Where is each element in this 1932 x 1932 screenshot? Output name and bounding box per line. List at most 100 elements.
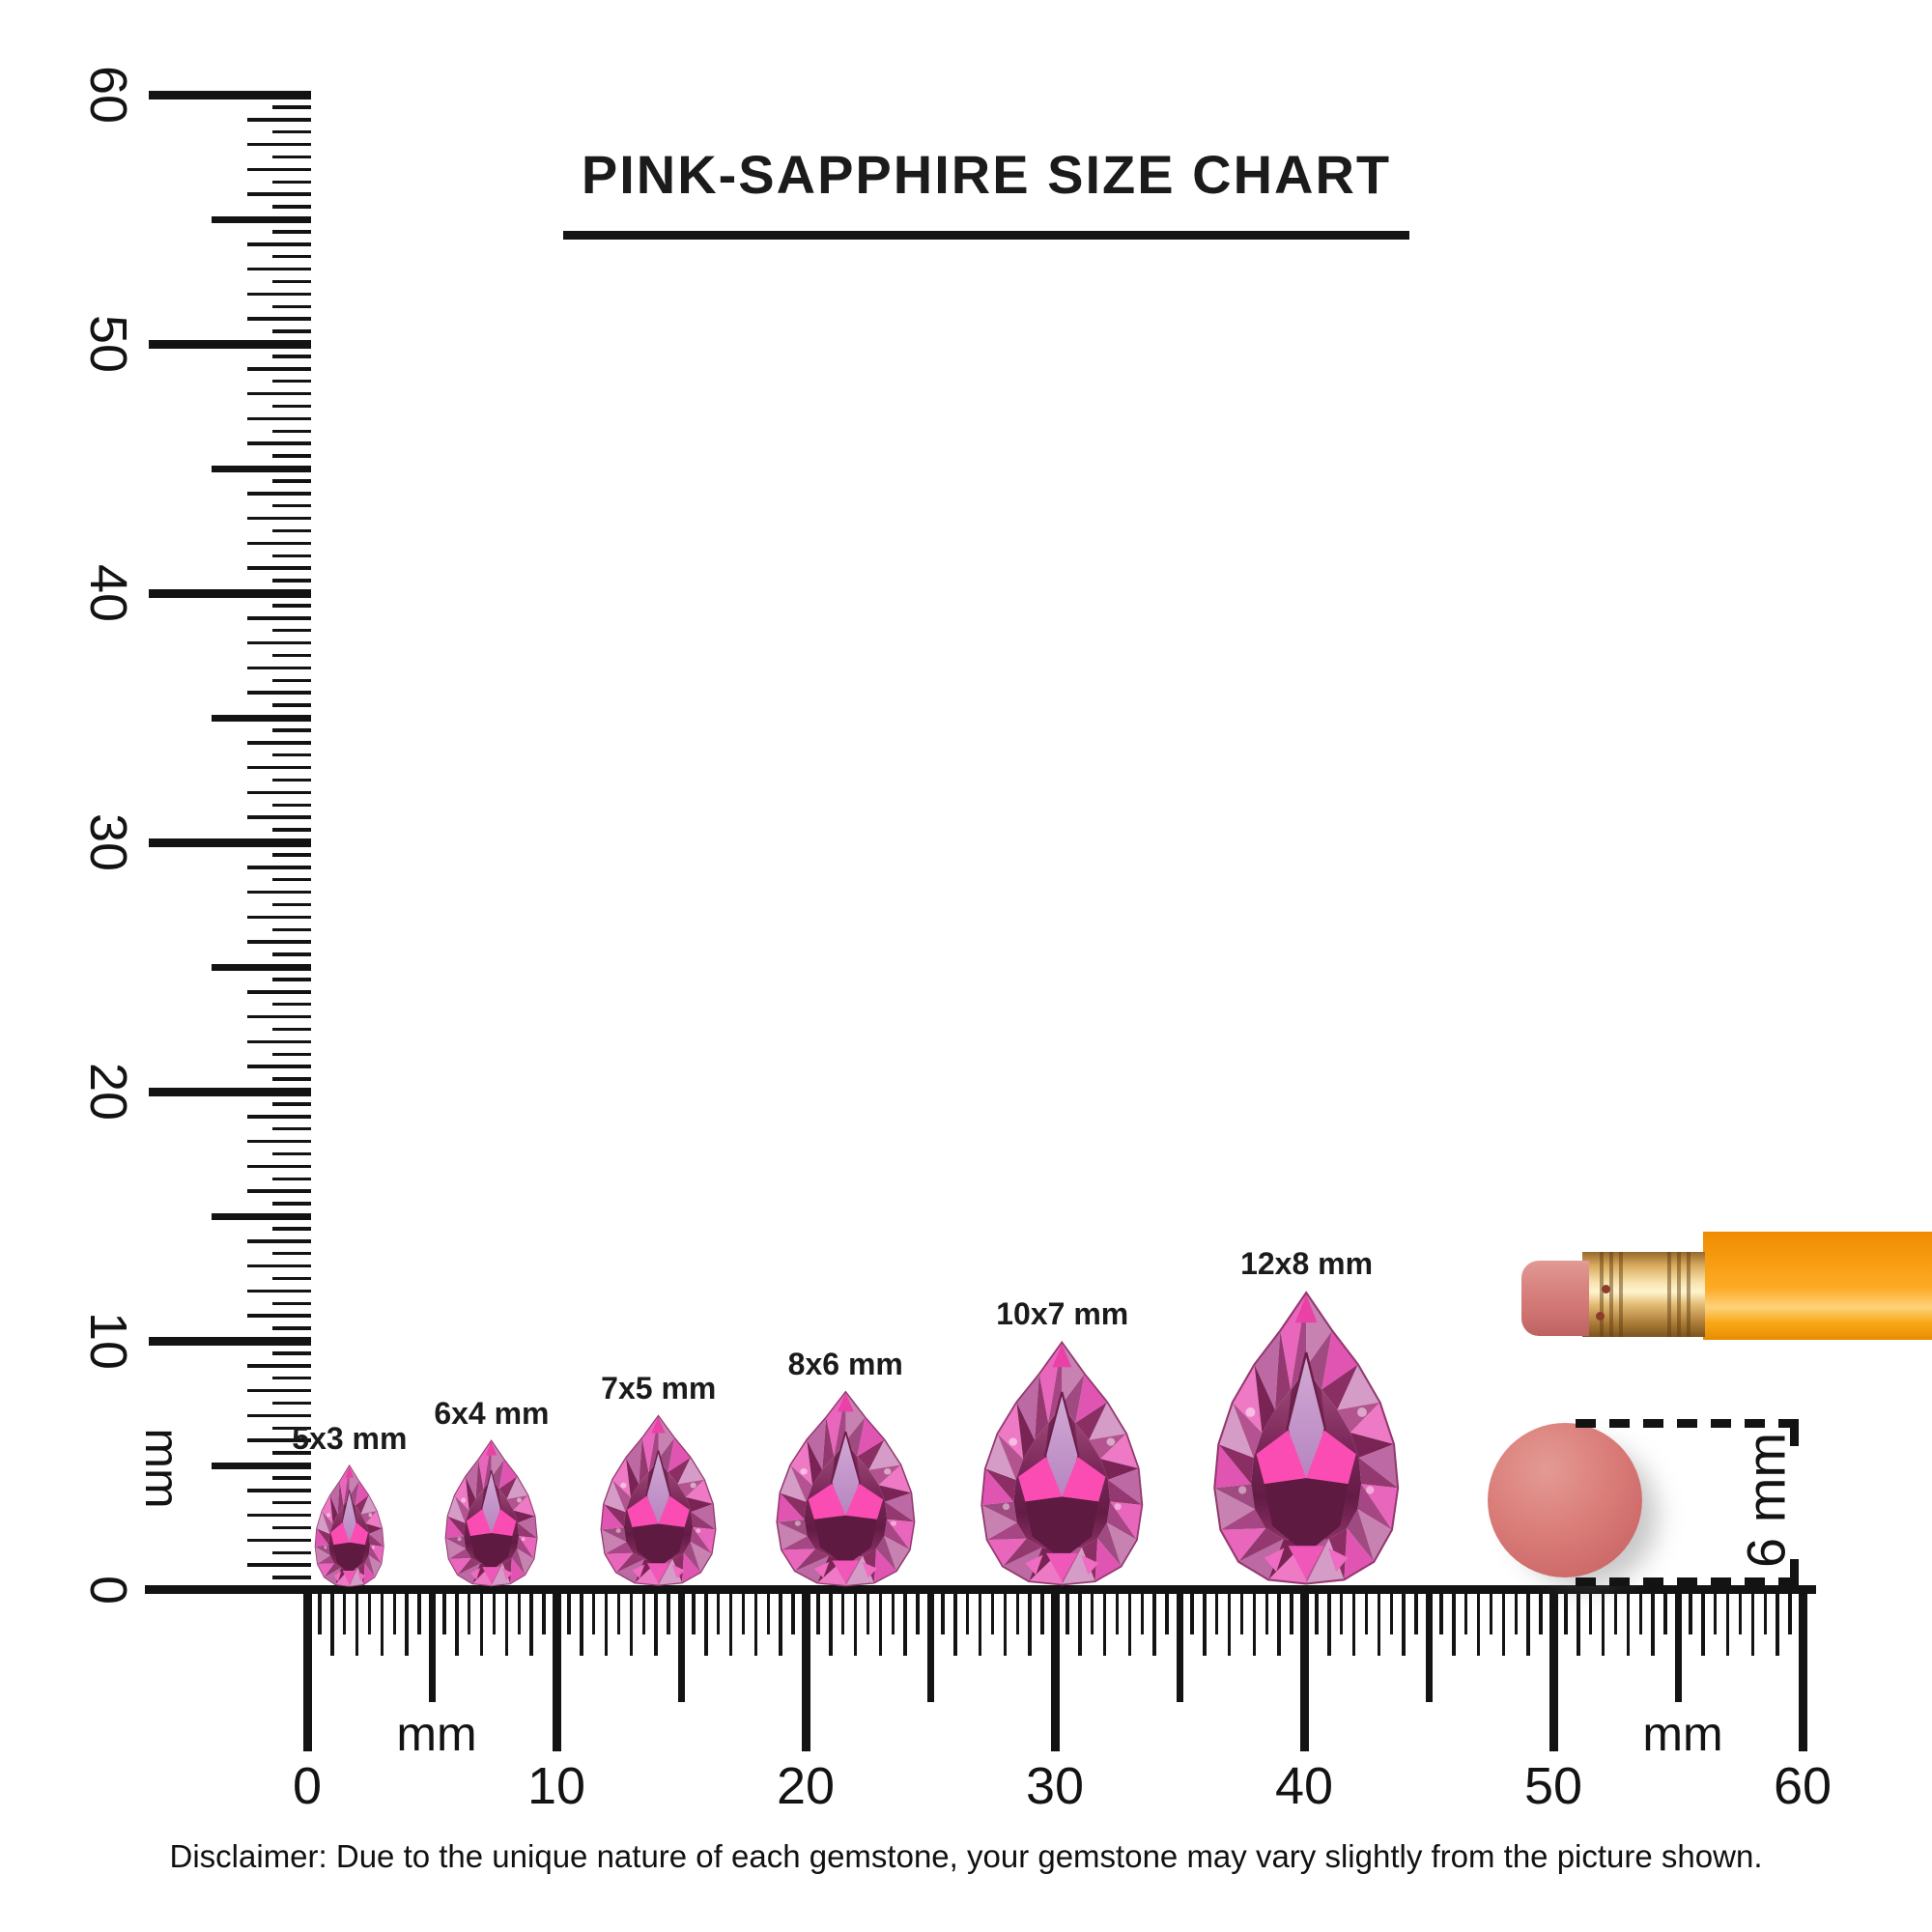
- h-ruler-label: 50: [1523, 1757, 1583, 1815]
- v-ruler-label: 20: [79, 1062, 137, 1122]
- v-ruler-tick: [272, 454, 311, 458]
- v-ruler-tick: [272, 853, 311, 857]
- h-ruler-label: 40: [1274, 1757, 1334, 1815]
- h-ruler-tick: [753, 1590, 758, 1656]
- h-ruler-tick: [1190, 1590, 1194, 1634]
- v-ruler-tick: [247, 192, 311, 196]
- v-ruler-tick: [272, 1451, 311, 1455]
- h-ruler-tick: [1264, 1590, 1269, 1634]
- v-ruler-tick: [272, 1102, 311, 1106]
- v-ruler-tick: [247, 267, 311, 271]
- h-ruler-tick: [1439, 1590, 1443, 1634]
- v-ruler-tick: [272, 1351, 311, 1355]
- v-ruler-tick: [272, 1202, 311, 1206]
- v-ruler-tick: [247, 566, 311, 570]
- v-ruler-tick: [272, 1177, 311, 1181]
- v-ruler-tick: [272, 778, 311, 782]
- v-ruler-tick: [272, 653, 311, 658]
- v-ruler-tick: [272, 429, 311, 434]
- h-ruler-tick: [1351, 1590, 1356, 1656]
- h-ruler-tick: [1414, 1590, 1418, 1634]
- v-ruler-tick: [247, 242, 311, 246]
- v-ruler-tick: [272, 355, 311, 358]
- h-ruler-tick: [654, 1590, 658, 1656]
- h-ruler-tick: [829, 1590, 833, 1656]
- v-ruler-tick: [272, 528, 311, 533]
- v-ruler-tick: [247, 167, 311, 172]
- v-ruler-tick: [149, 1336, 311, 1346]
- h-ruler-tick: [1214, 1590, 1219, 1634]
- pencil-body: [1703, 1232, 1932, 1340]
- h-ruler-tick: [492, 1590, 497, 1634]
- v-ruler-tick: [247, 640, 311, 645]
- v-ruler-tick: [272, 753, 311, 757]
- h-ruler-tick: [1165, 1590, 1169, 1634]
- v-ruler-tick: [272, 1227, 311, 1231]
- v-ruler-tick: [272, 728, 311, 732]
- h-ruler-tick: [990, 1590, 995, 1634]
- v-ruler-tick: [247, 118, 311, 122]
- v-ruler-tick: [272, 703, 311, 707]
- h-ruler-tick: [641, 1590, 646, 1634]
- h-ruler-tick: [1452, 1590, 1456, 1656]
- dimension-line-bottom: [1565, 1577, 1799, 1586]
- h-ruler-tick: [1788, 1590, 1792, 1634]
- v-ruler-tick: [247, 317, 311, 321]
- dimension-end-tick-top: [1790, 1419, 1799, 1446]
- h-ruler-tick: [1674, 1590, 1682, 1702]
- gem-size-label: 10x7 mm: [996, 1296, 1129, 1331]
- h-ruler-tick: [392, 1590, 397, 1634]
- h-ruler-tick: [504, 1590, 509, 1656]
- v-ruler-tick: [272, 1401, 311, 1406]
- h-ruler-tick: [816, 1590, 820, 1634]
- h-ruler-tick: [1564, 1590, 1568, 1634]
- h-ruler-tick: [1738, 1590, 1743, 1634]
- h-ruler-tick: [1798, 1590, 1807, 1751]
- v-ruler-tick: [247, 915, 311, 920]
- h-ruler-tick: [1252, 1590, 1257, 1656]
- v-ruler-tick: [272, 1052, 311, 1057]
- v-ruler-label: 60: [79, 65, 137, 125]
- v-ruler-tick: [247, 1289, 311, 1293]
- h-ruler-tick: [1713, 1590, 1718, 1634]
- h-ruler-tick: [428, 1590, 436, 1702]
- h-ruler-tick: [1127, 1590, 1132, 1656]
- h-ruler-tick: [677, 1590, 685, 1702]
- h-ruler-tick: [1227, 1590, 1232, 1656]
- v-ruler-tick: [272, 1576, 311, 1579]
- pear-gem-graphic: [1213, 1291, 1400, 1585]
- ferrule-groove: [1687, 1252, 1690, 1337]
- horizontal-ruler-unit-left: mm: [396, 1707, 477, 1761]
- v-ruler-tick: [247, 416, 311, 421]
- v-ruler-tick: [272, 1301, 311, 1306]
- v-ruler-tick: [272, 902, 311, 907]
- v-ruler-tick: [247, 866, 311, 869]
- v-ruler-tick: [272, 129, 311, 134]
- h-ruler-tick: [1315, 1590, 1319, 1634]
- v-ruler-tick: [272, 1002, 311, 1007]
- h-ruler-tick: [903, 1590, 907, 1656]
- gem-12x8mm: [1207, 1289, 1406, 1588]
- dimension-line-top: [1565, 1419, 1799, 1428]
- h-ruler-tick: [1140, 1590, 1145, 1634]
- ruler-baseline: [145, 1585, 1816, 1594]
- eraser-diameter-label: 6 mm: [1735, 1433, 1797, 1568]
- v-ruler-tick: [272, 1151, 311, 1156]
- v-ruler-tick: [247, 1364, 311, 1368]
- pear-gem-graphic: [980, 1340, 1144, 1586]
- v-ruler-tick: [272, 205, 311, 209]
- v-ruler-tick: [247, 1115, 311, 1119]
- h-ruler-tick: [367, 1590, 372, 1634]
- v-ruler-tick: [272, 503, 311, 508]
- v-ruler-tick: [149, 90, 311, 99]
- pear-gem-graphic: [444, 1439, 538, 1587]
- h-ruler-tick: [302, 1590, 312, 1751]
- h-ruler-tick: [1613, 1590, 1618, 1634]
- v-ruler-tick: [272, 1376, 311, 1380]
- v-ruler-tick: [247, 815, 311, 819]
- v-ruler-tick: [247, 1563, 311, 1567]
- v-ruler-tick: [247, 890, 311, 895]
- h-ruler-tick: [1299, 1590, 1309, 1751]
- v-ruler-tick: [247, 1239, 311, 1243]
- h-ruler-tick: [1651, 1590, 1655, 1656]
